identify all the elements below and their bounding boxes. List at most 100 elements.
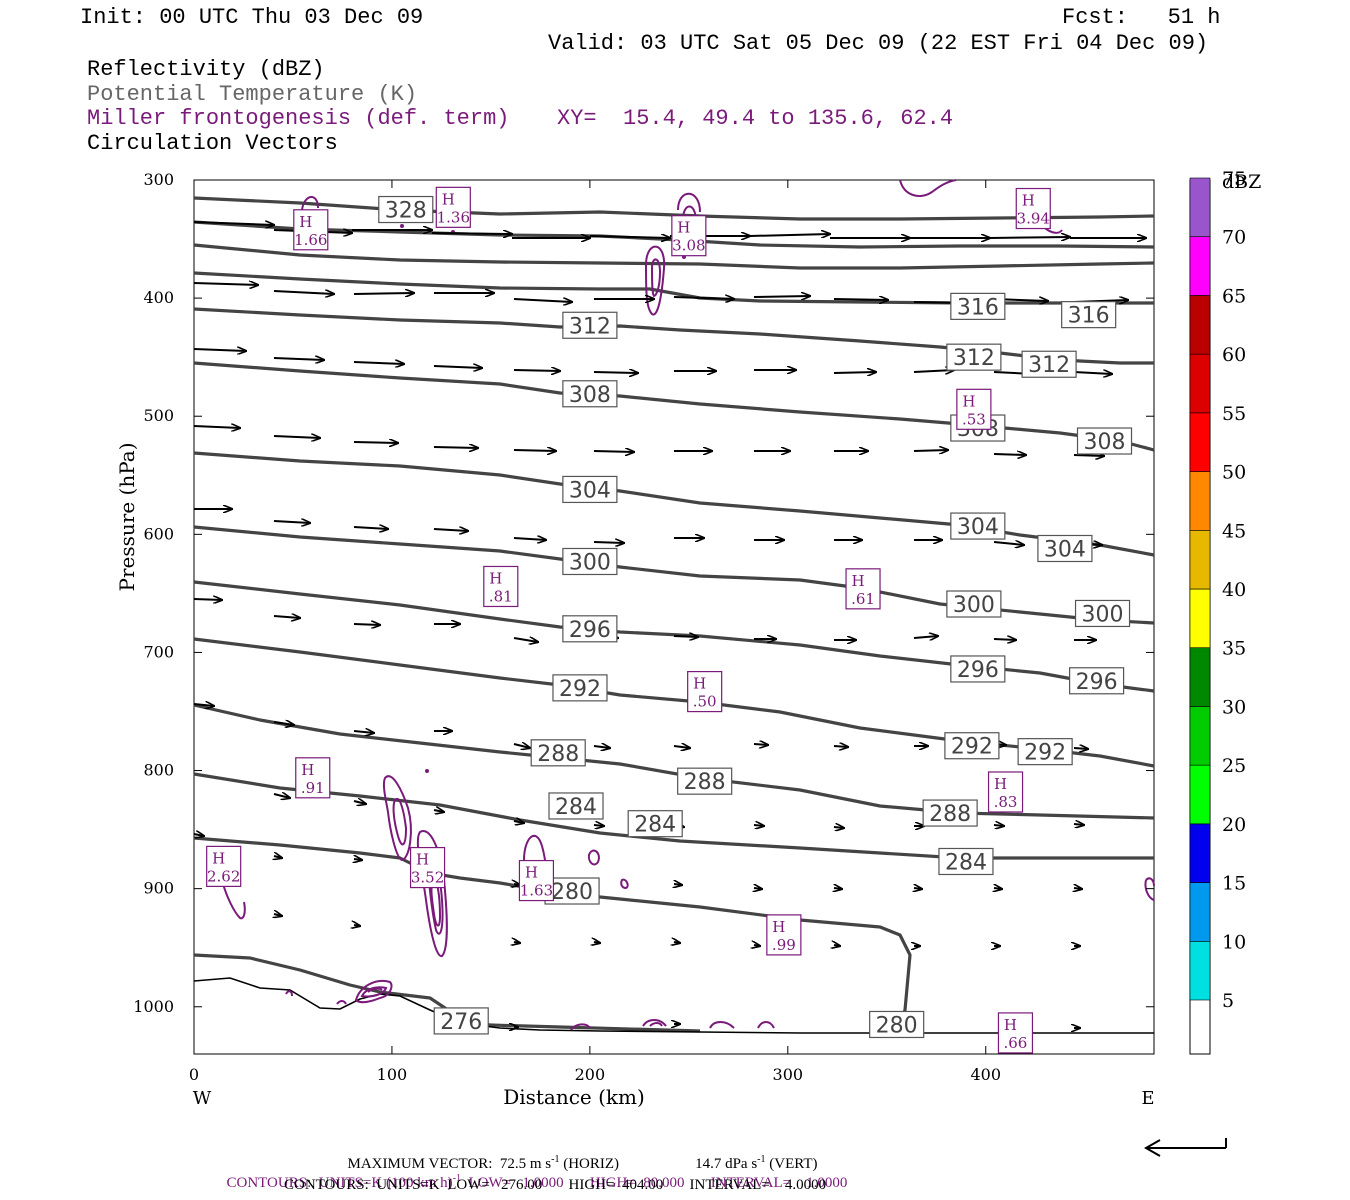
frontogenesis-max-symbol: H — [301, 761, 314, 779]
max-vector-line: MAXIMUM VECTOR: 72.5 m s-1 (HORIZ) 14.7 d… — [340, 1140, 818, 1172]
max-vector-vert-tail: (VERT) — [765, 1156, 818, 1172]
frontogenesis-max-value: 3.94 — [1017, 210, 1050, 228]
theta-label-text: 292 — [559, 677, 601, 702]
colorbar-label: 60 — [1222, 344, 1246, 366]
contours-fronto-line: CONTOURS: UNITS=K (100 km h)-1 LOW= 1.00… — [219, 1159, 848, 1191]
theta-label: 288 — [677, 767, 733, 795]
frontogenesis-max-value: .61 — [851, 590, 875, 608]
theta-label-text: 300 — [953, 593, 995, 618]
colorbar-label: 70 — [1222, 227, 1246, 249]
theta-label: 316 — [1061, 301, 1117, 329]
frontogenesis-max: H1.66 — [293, 209, 329, 251]
theta-label-text: 280 — [551, 880, 593, 905]
frontogenesis-max: H3.94 — [1015, 187, 1051, 230]
frontogenesis-max-value: .83 — [994, 793, 1018, 811]
theta-label-text: 284 — [945, 850, 987, 875]
colorbar-swatch — [1189, 647, 1211, 707]
y-tick-label: 1000 — [133, 997, 174, 1016]
terrain-line — [193, 977, 1154, 1034]
frontogenesis-max-value: .53 — [962, 410, 986, 428]
theta-label-text: 308 — [1084, 430, 1126, 455]
frontogenesis-max-symbol: H — [299, 213, 312, 231]
theta-label: 276 — [433, 1007, 489, 1035]
frontogenesis-max-value: 1.36 — [437, 208, 470, 226]
field-frontogenesis: Miller frontogenesis (def. term) — [87, 106, 510, 131]
frontogenesis-max-value: .99 — [772, 936, 796, 954]
theta-label-text: 292 — [1024, 741, 1066, 766]
theta-label: 296 — [950, 655, 1006, 683]
theta-label-text: 316 — [1068, 304, 1110, 329]
colorbar-swatch — [1189, 412, 1211, 472]
theta-label-text: 288 — [684, 770, 726, 795]
theta-label: 288 — [530, 739, 586, 767]
colorbar-label: 20 — [1222, 814, 1246, 836]
theta-label-text: 280 — [876, 1013, 918, 1038]
y-tick-label: 900 — [143, 879, 174, 898]
colorbar-label: 35 — [1222, 638, 1246, 660]
colorbar-label: 55 — [1222, 403, 1246, 425]
theta-label-text: 288 — [537, 742, 579, 767]
frontogenesis-max-value: 3.52 — [411, 869, 444, 887]
colorbar-label: 45 — [1222, 520, 1246, 542]
contours-theta-line: CONTOURS: UNITS=K LOW= 276.00 HIGH= 404.… — [284, 1177, 827, 1193]
theta-label: 312 — [562, 311, 618, 339]
x-tick-label: 400 — [970, 1065, 1001, 1084]
theta-label-text: 304 — [957, 515, 999, 540]
max-vector-vert: 14.7 dPa s — [695, 1156, 758, 1172]
theta-label: 296 — [562, 615, 618, 643]
theta-label-text: 312 — [1028, 353, 1070, 378]
frontogenesis-max: H.66 — [997, 1012, 1034, 1054]
theta-label-text: 284 — [634, 813, 676, 838]
y-tick-label: 700 — [143, 642, 174, 661]
theta-label-text: 308 — [569, 383, 611, 408]
theta-label-text: 276 — [440, 1010, 482, 1035]
colorbar-label: 15 — [1222, 873, 1246, 895]
x-end-east: E — [1141, 1088, 1154, 1109]
colorbar-label: 25 — [1222, 755, 1246, 777]
theta-label-text: 316 — [957, 295, 999, 320]
frontogenesis-max-symbol: H — [525, 864, 538, 882]
theta-label: 296 — [1068, 667, 1125, 695]
frontogenesis-max-symbol: H — [772, 918, 785, 936]
init-time: Init: 00 UTC Thu 03 Dec 09 — [80, 5, 424, 30]
colorbar-swatch — [1189, 764, 1211, 825]
theta-label-text: 304 — [569, 478, 611, 503]
frontogenesis-max-value: 2.62 — [207, 867, 240, 885]
colorbar-swatch — [1189, 471, 1211, 531]
frontogenesis-max: H2.62 — [206, 845, 242, 887]
frontogenesis-max: H.99 — [766, 914, 802, 956]
theta-label: 308 — [562, 380, 618, 408]
colorbar-label: 40 — [1222, 579, 1246, 601]
max-vector-horiz-tail: (HORIZ) — [559, 1156, 620, 1172]
frontogenesis-max-symbol: H — [693, 675, 706, 693]
frontogenesis-max-value: .81 — [489, 587, 513, 605]
colorbar-label: 10 — [1222, 931, 1246, 953]
theta-label: 300 — [562, 547, 618, 575]
theta-labels: 3283163163123123123083083083043043043003… — [378, 195, 1133, 1038]
y-tick-label: 500 — [143, 406, 174, 425]
theta-label: 316 — [950, 292, 1006, 320]
colorbar-swatch — [1189, 295, 1211, 355]
colorbar-label: 50 — [1222, 462, 1246, 484]
y-tick-label: 600 — [143, 524, 174, 543]
fronto-dot — [400, 224, 404, 228]
theta-label-text: 296 — [1076, 670, 1118, 695]
colorbar-title: dBZ — [1222, 171, 1261, 193]
contours-fronto-units: CONTOURS: UNITS=K (100 km h) — [226, 1175, 453, 1191]
theta-label: 304 — [562, 475, 618, 503]
theta-label: 292 — [944, 732, 1000, 760]
frontogenesis-max-value: 3.08 — [672, 237, 705, 255]
colorbar-label: 5 — [1222, 990, 1234, 1012]
theta-label: 312 — [1021, 350, 1077, 378]
y-tick-label: 800 — [143, 761, 174, 780]
frontogenesis-max-symbol: H — [489, 569, 502, 587]
x-end-west: W — [193, 1088, 212, 1109]
frontogenesis-max: H1.63 — [518, 859, 555, 902]
colorbar-swatch — [1189, 236, 1211, 296]
frontogenesis-max-symbol: H — [1004, 1016, 1017, 1034]
theta-label-text: 292 — [951, 735, 993, 760]
max-vector-horiz-exponent: -1 — [551, 1154, 560, 1165]
frontogenesis-max: H.50 — [687, 670, 723, 713]
